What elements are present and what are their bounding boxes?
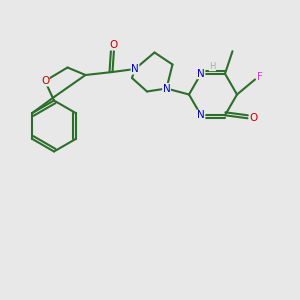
Text: F: F: [256, 71, 262, 82]
Text: O: O: [249, 113, 258, 123]
Text: N: N: [163, 83, 170, 94]
Text: O: O: [110, 40, 118, 50]
Text: N: N: [197, 69, 205, 79]
Text: N: N: [197, 110, 205, 120]
Text: N: N: [131, 64, 139, 74]
Text: H: H: [209, 62, 216, 71]
Text: O: O: [41, 76, 49, 86]
